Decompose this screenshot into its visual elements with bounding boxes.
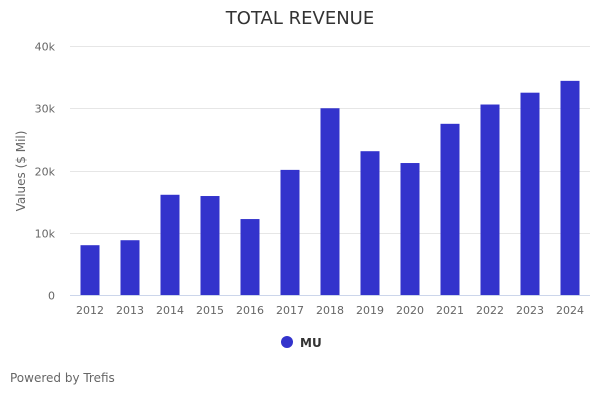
bar-2017[interactable] [280, 169, 300, 295]
bar-2023[interactable] [520, 92, 540, 295]
x-tick-label: 2019 [356, 304, 384, 317]
y-tick-label: 40k [35, 41, 56, 54]
x-tick-label: 2017 [276, 304, 304, 317]
y-tick-label: 20k [35, 166, 56, 179]
y-axis-label: Values ($ Mil) [14, 131, 28, 212]
x-axis-ticks: 2012 2013 2014 2015 2016 2017 2018 2019 2020 2021… [76, 304, 584, 317]
bar-2021[interactable] [440, 123, 460, 295]
legend[interactable]: MU [281, 336, 322, 350]
bar-2018[interactable] [320, 108, 340, 295]
y-tick-label: 30k [35, 103, 56, 116]
y-tick-label: 10k [35, 228, 56, 241]
bar-2016[interactable] [240, 219, 260, 295]
x-tick-label: 2022 [476, 304, 504, 317]
bars [80, 80, 580, 295]
x-tick-label: 2013 [116, 304, 144, 317]
bar-2022[interactable] [480, 104, 500, 295]
x-tick-label: 2014 [156, 304, 184, 317]
bar-2013[interactable] [120, 240, 140, 295]
bar-2015[interactable] [200, 196, 220, 295]
y-tick-label: 0 [48, 290, 55, 303]
x-tick-label: 2018 [316, 304, 344, 317]
x-tick-label: 2020 [396, 304, 424, 317]
x-tick-label: 2024 [556, 304, 584, 317]
chart-title: TOTAL REVENUE [225, 8, 374, 29]
x-tick-label: 2023 [516, 304, 544, 317]
legend-marker-icon[interactable] [281, 336, 293, 348]
credit-text[interactable]: Powered by Trefis [10, 371, 115, 385]
x-tick-label: 2015 [196, 304, 224, 317]
bar-2024[interactable] [560, 80, 580, 295]
legend-item-mu[interactable]: MU [300, 336, 322, 350]
bar-2019[interactable] [360, 151, 380, 295]
bar-2014[interactable] [160, 194, 180, 295]
bar-2020[interactable] [400, 163, 420, 295]
y-axis-ticks: 0 10k 20k 30k 40k [35, 41, 56, 303]
bar-2012[interactable] [80, 245, 100, 295]
x-tick-label: 2016 [236, 304, 264, 317]
x-tick-label: 2021 [436, 304, 464, 317]
x-tick-label: 2012 [76, 304, 104, 317]
